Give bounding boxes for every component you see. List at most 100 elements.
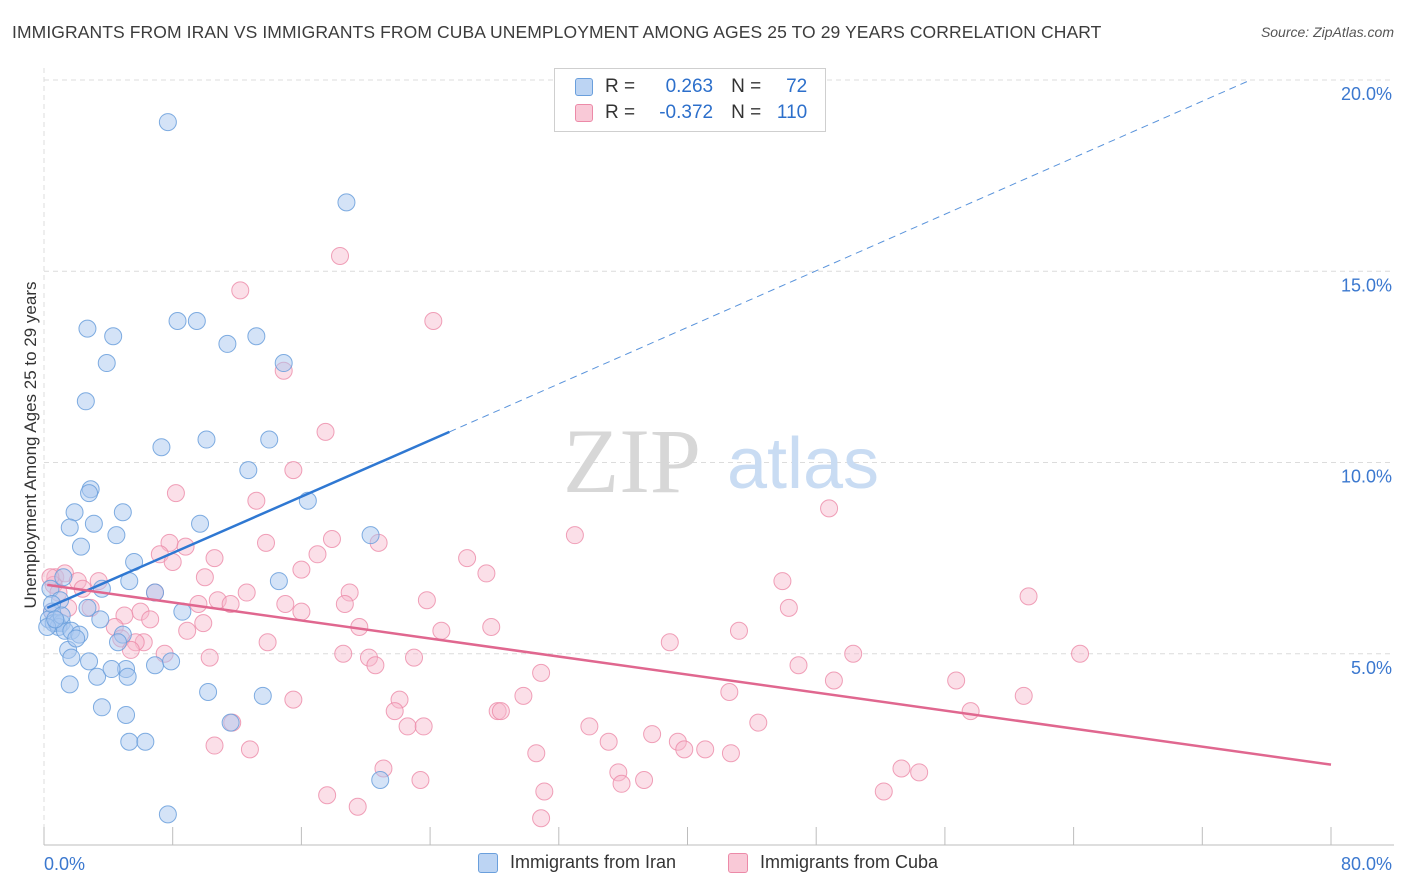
cuba-point [200,648,219,667]
iran-point [107,526,126,545]
cuba-point [115,606,134,625]
iran-point [65,503,84,522]
iran-point [84,514,103,533]
cuba-point [195,568,214,587]
cuba-point [961,702,980,721]
cuba-point [910,763,929,782]
iran-point [136,732,155,751]
y-tick-label: 10.0% [1341,467,1392,487]
iran-point [76,392,95,411]
grid-lines [43,68,1394,845]
cuba-point [565,526,584,545]
cuba-point [308,545,327,564]
cuba-point [491,702,510,721]
legend-row-cuba: R = -0.372 N = 110 [575,101,807,125]
cuba-legend-swatch [728,852,748,873]
cuba-point [527,744,546,763]
iran-points [38,113,390,824]
iran-legend-swatch [478,852,498,873]
cuba-point [580,717,599,736]
legend-r-label: R = [605,102,636,123]
y-axis-label: Unemployment Among Ages 25 to 29 years [21,282,40,609]
iran-point [120,732,139,751]
cuba-point [205,549,224,568]
cuba-point [335,595,354,614]
legend-r-label: R = [605,76,636,97]
cuba-point [1014,686,1033,705]
iran-point [247,327,266,346]
iran-point [78,319,97,338]
cuba-point [318,786,337,805]
cuba-point [334,644,353,663]
cuba-point [1019,587,1038,606]
cuba-swatch [575,104,593,122]
iran-point [269,572,288,591]
cuba-point [257,533,276,552]
cuba-point [398,717,417,736]
cuba-point [609,763,628,782]
stats-legend: R = 0.263 N = 72 R = -0.372 N = 110 [554,68,826,132]
iran-point [274,354,293,373]
iran-point [218,334,237,353]
cuba-point [417,591,436,610]
iran-n-value: 72 [786,76,808,97]
iran-legend-label: Immigrants from Iran [510,852,677,872]
cuba-point [643,725,662,744]
cuba-point [322,530,341,548]
cuba-point [612,774,631,793]
legend-row-iran: R = 0.263 N = 72 [575,75,807,99]
iran-point [46,610,65,629]
tick-labels: 5.0% 10.0% 15.0% 20.0% 0.0% 80.0% [44,84,1392,874]
iran-point [158,805,177,824]
cuba-points [41,246,1090,828]
iran-point [221,713,240,732]
x-tick-label: 0.0% [44,854,85,874]
cuba-point [660,633,679,652]
cuba-point [824,671,843,690]
iran-trend-extension [449,79,1251,433]
cuba-point [599,732,618,751]
cuba-point [247,491,266,510]
cuba-point [820,499,839,518]
cuba-point [721,744,740,763]
cuba-point [316,422,335,441]
cuba-point [1071,644,1090,663]
iran-point [152,438,171,457]
cuba-point [178,621,197,640]
cuba-point [424,311,443,330]
iran-point [158,113,177,132]
iran-point [102,660,121,679]
cuba-point [675,740,694,759]
cuba-point [773,572,792,591]
iran-point [146,656,165,675]
iran-point [361,526,380,545]
cuba-r-value: -0.372 [659,102,714,123]
cuba-point [205,736,224,755]
cuba-point [532,663,551,682]
iran-point [91,610,110,629]
watermark-atlas: atlas [727,424,879,504]
iran-point [162,652,181,671]
cuba-point [432,621,451,640]
cuba-point [284,690,303,709]
iran-r-value: 0.263 [665,76,714,97]
cuba-point [348,797,367,816]
cuba-point [366,656,385,675]
iran-point [60,675,79,694]
cuba-point [359,648,378,667]
cuba-point [535,782,554,801]
iran-point [67,629,86,648]
cuba-point [390,690,409,709]
iran-point [197,430,216,449]
iran-trend-line [46,430,450,609]
cuba-point [284,461,303,480]
y-tick-label: 20.0% [1341,84,1392,104]
iran-point [80,484,99,503]
cuba-point [258,633,277,652]
cuba-point [276,595,295,614]
legend-item-iran: Immigrants from Iran [478,852,676,873]
cuba-point [844,644,863,663]
cuba-point [411,770,430,789]
legend-item-cuba: Immigrants from Cuba [728,852,938,873]
cuba-point [514,686,533,705]
